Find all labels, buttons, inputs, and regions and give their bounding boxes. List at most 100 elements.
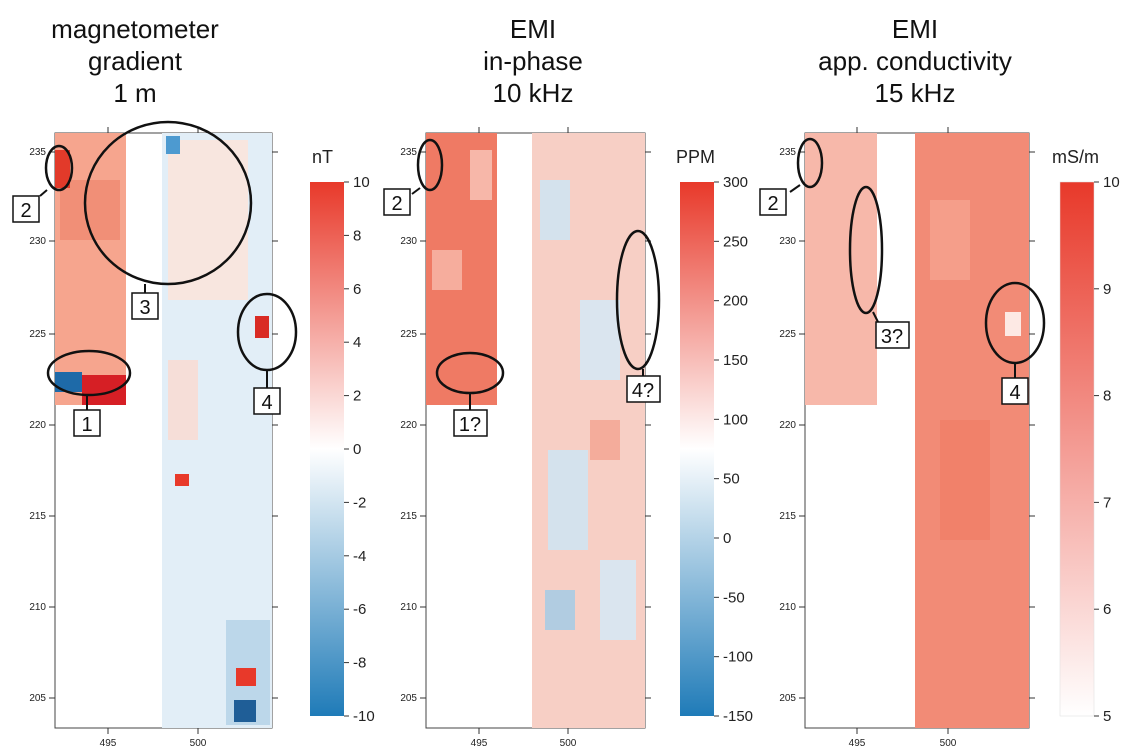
colorbar-tick-label: 0 (723, 530, 731, 547)
panel3-x-axis: 495 500 (849, 127, 957, 749)
panel2-title-line3: 10 kHz (493, 78, 574, 108)
colorbar-tick-label: 200 (723, 293, 748, 310)
panel2-title-line2: in-phase (483, 46, 583, 76)
panel1-small-dipole (175, 474, 189, 486)
colorbar-tick-label: -2 (353, 494, 366, 511)
panel2-colorbar-unit: PPM (676, 147, 715, 167)
colorbar-tick-label: 10 (353, 174, 370, 191)
panel3-ytick-label-235: 235 (779, 147, 796, 158)
anomaly2-inphase-label-box (383, 188, 411, 216)
colorbar-tick-label: 8 (353, 227, 361, 244)
panel2-west-light-zone (432, 250, 462, 290)
colorbar-tick-label: -50 (723, 589, 745, 606)
panel2-ytick-215: 215 (400, 511, 651, 522)
panel3-east-light-zone (930, 200, 970, 280)
panel2-east-blue-zone-5 (545, 590, 575, 630)
anomaly4-mag-fill (255, 316, 269, 338)
anomaly1-mag-ellipse (46, 349, 132, 397)
anomaly2-mag-fill (55, 150, 70, 188)
anomaly1-mag-label-box (73, 409, 101, 437)
panel3-ytick-label-205: 205 (779, 693, 796, 704)
colorbar-tick-label: 7 (1103, 494, 1111, 511)
anomaly2-inphase-ellipse (416, 138, 444, 192)
panel1-title-line3: 1 m (113, 78, 156, 108)
anomaly4-inphase-ellipse (615, 229, 661, 371)
panel2-ytick-label-230: 230 (400, 236, 417, 247)
anomaly1-mag-label: 1 (81, 414, 92, 436)
anomaly2-mag-label: 2 (20, 200, 31, 222)
colorbar-tick-label: -4 (353, 548, 366, 565)
panel3-ytick-210: 210 (779, 602, 1035, 613)
panel2-east-blue-zone-3 (548, 450, 588, 550)
panel3-ytick-220: 220 (779, 420, 1035, 431)
anomaly1-mag-blue (55, 372, 82, 392)
panel1-ytick-label-225: 225 (29, 329, 46, 340)
colorbar-tick-label: -10 (353, 708, 375, 725)
anomaly3-mag-ellipse (83, 120, 253, 286)
panel2-ytick-label-210: 210 (400, 602, 417, 613)
panel1-ytick-220: 220 (29, 420, 278, 431)
panel1-annotations: 2 3 1 4 (12, 120, 298, 437)
panel2-ytick-210: 210 (400, 602, 651, 613)
panel1-colorbar-gradient (310, 182, 344, 716)
anomaly3-cond-label: 3? (881, 326, 903, 348)
colorbar-tick-label: 9 (1103, 281, 1111, 298)
anomaly4-mag-label: 4 (261, 392, 272, 414)
panel2-west-light-zone-2 (470, 150, 492, 200)
panel1-north-blue (166, 136, 180, 154)
panel3-xtick-label-500: 500 (940, 738, 957, 749)
colorbar-tick-label: 8 (1103, 388, 1111, 405)
anomaly4-cond-label-box (1001, 377, 1029, 405)
colorbar-tick-label: -100 (723, 649, 753, 666)
panel3-colorbar-unit: mS/m (1052, 147, 1099, 167)
panel2-colorbar-gradient (680, 182, 714, 716)
anomaly3-cond-ellipse (848, 185, 884, 315)
panel1-colorbar: nT 10 8 6 4 2 0 -2 -4 -6 -8 -10 (310, 147, 375, 725)
anomaly4-cond-fill (1005, 312, 1021, 336)
panel2-x-axis: 495 500 (471, 127, 577, 749)
panel2-ytick-label-235: 235 (400, 147, 417, 158)
colorbar-tick-label: 0 (353, 441, 361, 458)
colorbar-tick-label: 2 (353, 388, 361, 405)
colorbar-tick-label: -6 (353, 601, 366, 618)
panel3-ytick-230: 230 (779, 236, 1035, 247)
panel3-xtick-500: 500 (940, 127, 957, 749)
panel3-xtick-495: 495 (849, 127, 866, 749)
panel2-y-axis: 235 230 225 220 215 210 205 (400, 147, 651, 704)
panel3-map (804, 132, 1030, 729)
colorbar-tick-label: 5 (1103, 708, 1111, 725)
anomaly4-cond-label: 4 (1009, 382, 1020, 404)
anomaly4-inphase-label-box (626, 375, 661, 403)
panel2-ytick-label-205: 205 (400, 693, 417, 704)
anomaly1-inphase-label-box (453, 409, 488, 437)
colorbar-tick-label: 6 (353, 281, 361, 298)
panel3-west-strip (805, 133, 877, 405)
panel1-ytick-label-230: 230 (29, 236, 46, 247)
panel2-east-red-zone (590, 420, 620, 460)
panel2-east-blue-zone (540, 180, 570, 240)
panel3-ytick-label-210: 210 (779, 602, 796, 613)
panel-emi-inphase: EMI in-phase 10 kHz 235 230 225 220 215 … (383, 14, 753, 749)
panel1-southeast-blue (234, 700, 256, 722)
panel3-ytick-label-215: 215 (779, 511, 796, 522)
panel1-ytick-205: 205 (29, 693, 278, 704)
colorbar-tick-label: 50 (723, 471, 740, 488)
panel1-ytick-230: 230 (29, 236, 278, 247)
panel3-colorbar: mS/m 10 9 8 7 6 5 (1052, 147, 1120, 725)
anomaly2-cond-label-box (759, 188, 787, 216)
panel1-ytick-225: 225 (29, 329, 278, 340)
panel3-ytick-205: 205 (779, 693, 1035, 704)
panel2-xtick-500: 500 (560, 127, 577, 749)
panel1-xtick-label-500: 500 (190, 738, 207, 749)
colorbar-tick-label: -8 (353, 655, 366, 672)
panel2-title-line1: EMI (510, 14, 556, 44)
panel2-colorbar: PPM 300 250 200 150 100 50 0 -50 -100 -150 (676, 147, 753, 725)
colorbar-tick-label: -150 (723, 708, 753, 725)
panel1-ytick-label-235: 235 (29, 147, 46, 158)
colorbar-tick-label: 10 (1103, 174, 1120, 191)
anomaly2-cond-ellipse (796, 137, 824, 189)
panel3-title-line3: 15 kHz (875, 78, 956, 108)
panel2-east-blue-zone-2 (580, 300, 620, 380)
panel3-ytick-label-225: 225 (779, 329, 796, 340)
